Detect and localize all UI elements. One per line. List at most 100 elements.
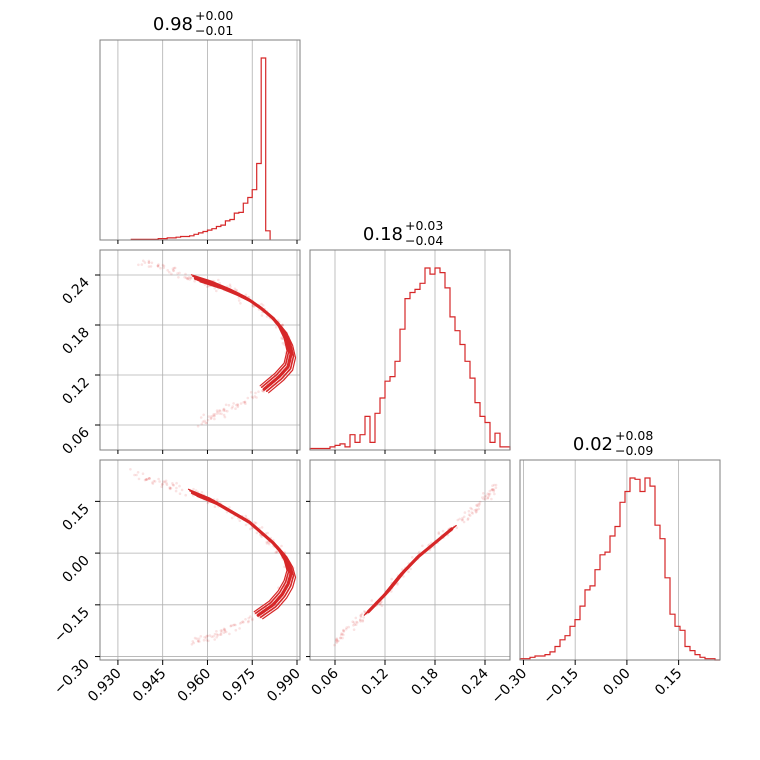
scatter-point — [244, 293, 248, 297]
scatter-point — [156, 264, 159, 268]
scatter-point — [233, 287, 237, 291]
scatter-point — [160, 485, 163, 489]
scatter-point — [194, 489, 198, 492]
scatter-point — [218, 409, 222, 413]
scatter-point — [483, 495, 486, 499]
x-tick-label: 0.12 — [358, 666, 391, 699]
panel-frame — [309, 459, 511, 661]
scatter-point — [158, 480, 161, 483]
scatter-point — [461, 516, 464, 520]
scatter-point — [228, 283, 232, 287]
scatter-point — [213, 632, 217, 636]
scatter-point — [352, 621, 356, 624]
scatter-point — [488, 492, 492, 496]
scatter-point — [204, 421, 207, 425]
scatter-point — [470, 511, 474, 514]
panel-bg — [310, 460, 510, 660]
histogram-line — [130, 57, 271, 240]
scatter-point — [488, 489, 492, 493]
scatter-point — [234, 407, 237, 411]
scatter-point — [266, 531, 269, 535]
scatter-point — [456, 518, 460, 522]
panel-title: 0.18 +0.03−0.04 — [363, 218, 443, 248]
scatter-point — [156, 264, 160, 268]
x-tick-label: −0.15 — [540, 666, 582, 708]
scatter-point — [205, 639, 208, 642]
scatter-point — [409, 567, 412, 571]
scatter-point — [213, 638, 216, 641]
scatter-point — [493, 492, 496, 496]
scatter-point — [250, 395, 254, 399]
scatter-point — [220, 412, 223, 416]
scatter-point — [178, 271, 181, 275]
scatter-point — [144, 478, 148, 481]
x-tick-label: 0.00 — [600, 666, 633, 699]
scatter-point — [206, 501, 209, 505]
scatter-point — [145, 478, 148, 481]
scatter-point — [168, 486, 171, 489]
scatter-point — [283, 565, 286, 569]
scatter-point — [203, 636, 206, 639]
scatter-point — [213, 286, 216, 290]
scatter-point — [151, 481, 154, 484]
scatter-point — [437, 531, 441, 534]
scatter-point — [178, 484, 181, 488]
scatter-point — [260, 535, 264, 538]
scatter-point — [195, 637, 199, 640]
scatter-point — [218, 412, 221, 415]
scatter-point — [175, 481, 178, 485]
x-tick-label: 0.960 — [175, 666, 215, 706]
scatter-point — [261, 304, 265, 307]
scatter-point — [280, 337, 284, 341]
scatter-point — [162, 480, 165, 483]
scatter-point — [222, 627, 226, 631]
scatter-point — [494, 486, 498, 490]
panel-2-1 — [309, 459, 511, 661]
scatter-point — [141, 472, 145, 476]
scatter-point — [213, 413, 217, 416]
scatter-point — [244, 618, 247, 621]
scatter-point — [396, 583, 399, 586]
histogram-line — [519, 477, 720, 661]
scatter-point — [342, 628, 345, 632]
scatter-point — [491, 488, 494, 491]
scatter-point — [359, 614, 363, 617]
scatter-point — [238, 627, 241, 630]
y-tick-label: −0.15 — [51, 604, 93, 646]
scatter-point — [228, 506, 231, 509]
scatter-point — [235, 288, 238, 292]
panel-frame — [99, 459, 301, 661]
scatter-point — [477, 502, 480, 506]
scatter-point — [205, 634, 208, 638]
scatter-point — [460, 518, 464, 522]
scatter-point — [467, 513, 471, 516]
scatter-point — [361, 620, 365, 623]
scatter-point — [172, 266, 176, 270]
scatter-point — [251, 396, 255, 400]
scatter-point — [241, 620, 245, 623]
scatter-point — [153, 480, 157, 483]
panel-0-0: 0.98 +0.00−0.01 — [99, 8, 301, 241]
scatter-point — [162, 264, 166, 268]
scatter-point — [240, 621, 243, 624]
scatter-point — [352, 624, 355, 627]
scatter-point — [333, 643, 336, 647]
scatter-point — [172, 269, 175, 272]
scatter-point — [236, 403, 239, 406]
x-tick-label: 0.18 — [408, 666, 441, 699]
scatter-point — [230, 406, 234, 410]
title-median: 0.18 — [363, 224, 403, 245]
scatter-point — [484, 497, 487, 501]
contour-line — [190, 274, 288, 387]
scatter-point — [475, 504, 479, 508]
scatter-point — [223, 415, 227, 419]
scatter-point — [242, 401, 245, 404]
scatter-point — [370, 599, 374, 602]
y-tick-label: 0.18 — [59, 325, 92, 358]
panel-2-0 — [99, 459, 301, 661]
scatter-point — [482, 497, 485, 501]
scatter-point — [274, 326, 278, 329]
scatter-point — [486, 496, 490, 500]
scatter-point — [142, 259, 145, 263]
title-upper-error: +0.03 — [405, 218, 443, 233]
